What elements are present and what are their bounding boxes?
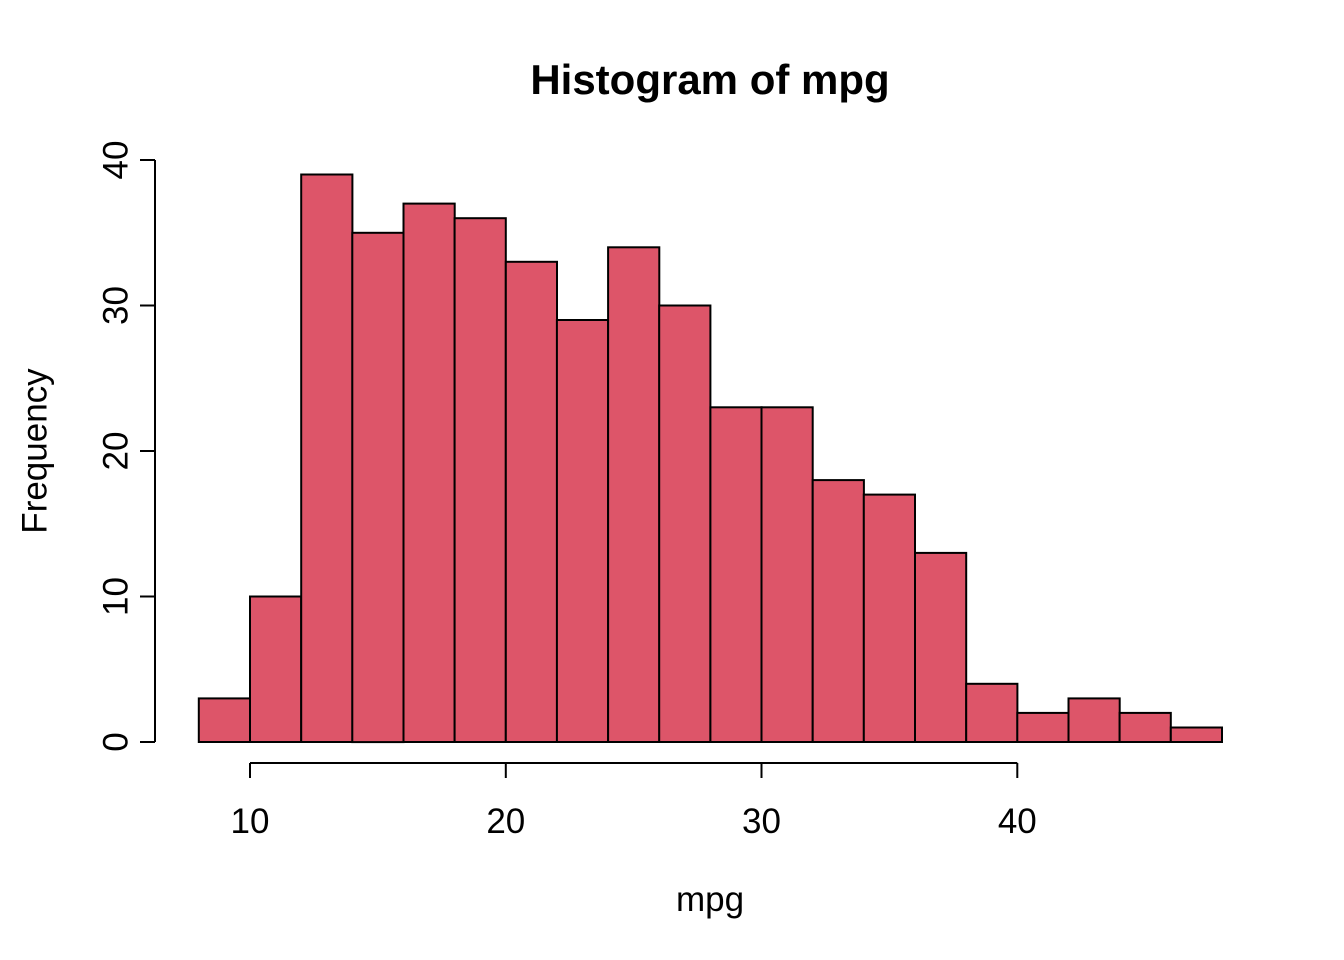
bars-group xyxy=(197,173,1224,744)
x-tick-label: 20 xyxy=(486,802,525,841)
x-tick-label: 10 xyxy=(231,802,270,841)
histogram-bar xyxy=(555,319,610,743)
chart-title: Histogram of mpg xyxy=(530,56,889,103)
histogram-bar xyxy=(249,595,303,743)
histogram-bar xyxy=(197,697,252,744)
histogram-bar xyxy=(914,551,968,744)
histogram-bar xyxy=(1118,711,1172,744)
y-axis-label: Frequency xyxy=(15,368,54,534)
histogram-bar xyxy=(607,246,661,744)
x-axis-label: mpg xyxy=(676,880,744,919)
histogram-bar xyxy=(1016,711,1070,744)
histogram-bar xyxy=(1067,697,1121,744)
x-tick-label: 40 xyxy=(998,802,1037,841)
y-tick-label: 0 xyxy=(96,732,135,751)
y-tick-label: 20 xyxy=(96,432,135,471)
x-axis: 10 20 30 40 xyxy=(231,762,1037,841)
x-tick-label: 30 xyxy=(742,802,781,841)
histogram-bar xyxy=(351,231,405,744)
y-tick-label: 40 xyxy=(96,141,135,180)
histogram-bar xyxy=(709,406,763,743)
y-axis: 0 10 20 30 40 xyxy=(96,141,156,752)
histogram-bar xyxy=(811,479,865,743)
histogram-bar xyxy=(402,202,456,744)
y-tick-label: 30 xyxy=(96,286,135,325)
histogram-bar xyxy=(453,217,507,743)
histogram-bar xyxy=(504,260,558,743)
histogram-bar xyxy=(658,304,712,743)
histogram-bar xyxy=(1169,726,1224,743)
histogram-bar xyxy=(300,173,354,743)
histogram-bar xyxy=(760,406,814,743)
y-tick-label: 10 xyxy=(96,577,135,616)
histogram-bar xyxy=(862,493,916,743)
histogram-bar xyxy=(965,682,1019,743)
